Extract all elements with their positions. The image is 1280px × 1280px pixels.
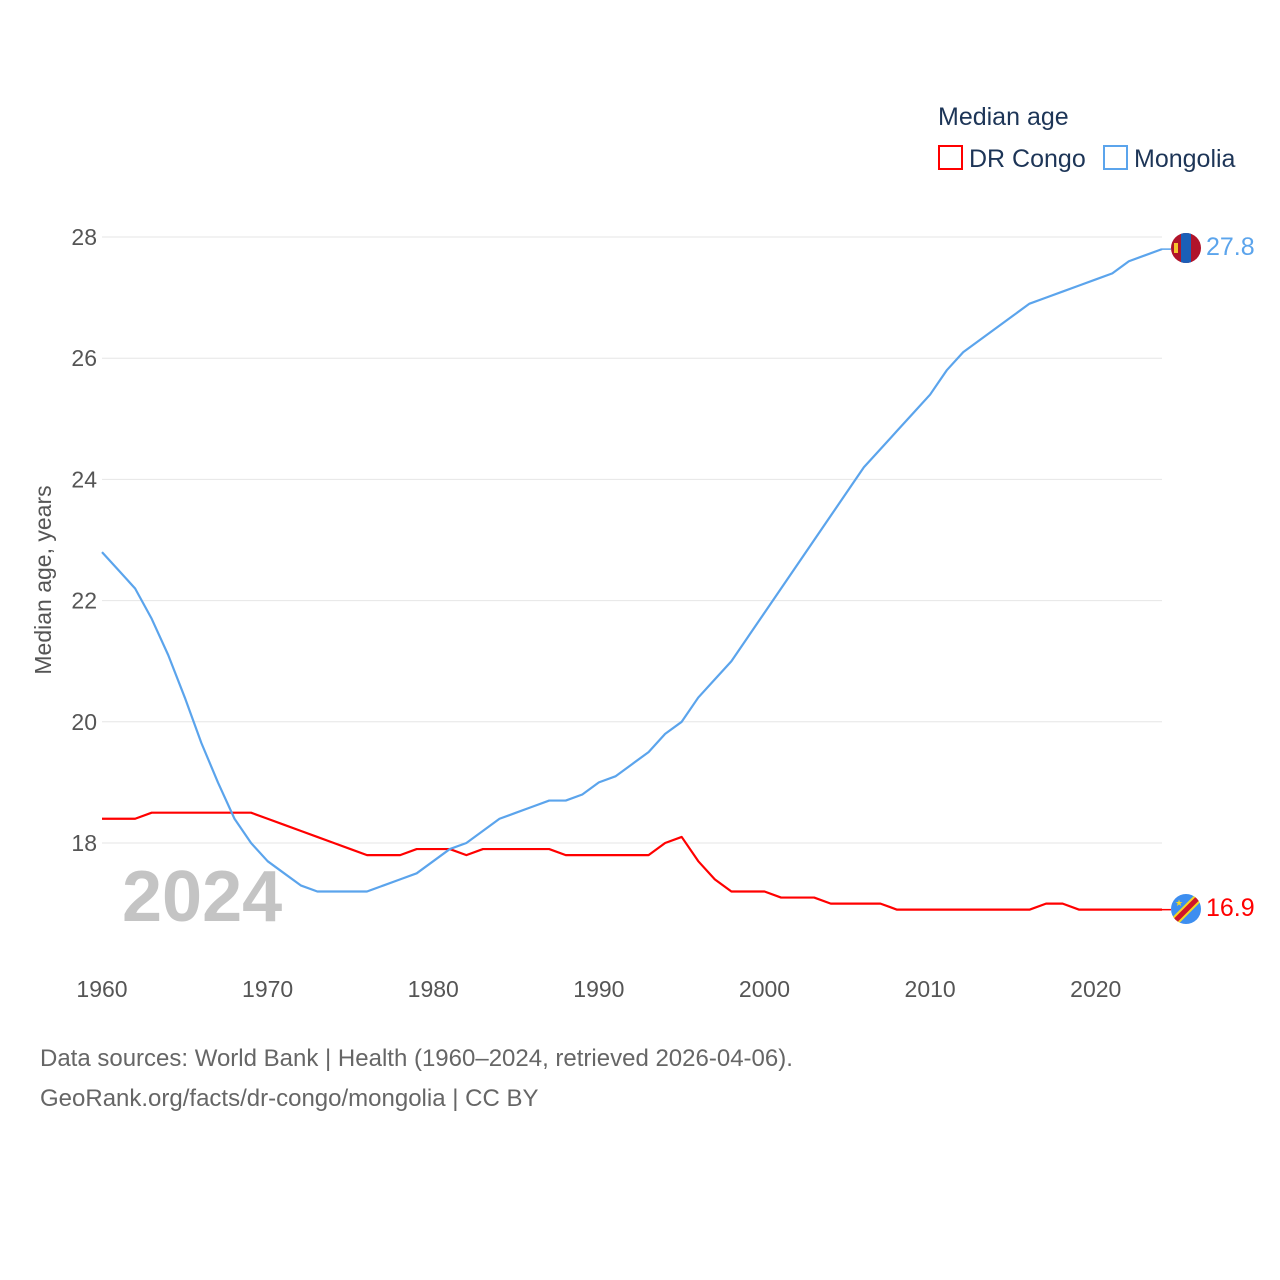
year-watermark: 2024 <box>122 857 282 937</box>
y-tick-label: 26 <box>71 345 97 371</box>
x-tick-label: 2000 <box>739 976 790 1002</box>
x-tick-label: 2010 <box>905 976 956 1002</box>
end-label-dr-congo: 16.9 <box>1206 894 1255 922</box>
series-line-mongolia[interactable] <box>101 248 1163 893</box>
legend-item-dr-congo[interactable]: DR Congo <box>938 145 1086 173</box>
footer-attribution[interactable]: GeoRank.org/facts/dr-congo/mongolia | CC… <box>40 1085 539 1112</box>
end-label-mongolia: 27.8 <box>1206 233 1255 261</box>
dr-congo-flag-icon: ★ <box>1171 894 1201 924</box>
series-line-dr-congo[interactable] <box>102 811 1162 911</box>
y-tick-label: 24 <box>71 466 97 492</box>
svg-text:★: ★ <box>1175 898 1183 908</box>
legend-label: Mongolia <box>1134 145 1236 173</box>
y-axis-label: Median age, years <box>30 485 56 674</box>
x-tick-label: 1990 <box>573 976 624 1002</box>
x-tick-label: 1980 <box>408 976 459 1002</box>
y-tick-label: 18 <box>71 830 97 856</box>
y-tick-label: 28 <box>71 224 97 250</box>
mongolia-flag-icon <box>1171 233 1201 263</box>
x-tick-label: 1970 <box>242 976 293 1002</box>
x-tick-label: 1960 <box>76 976 127 1002</box>
legend-label: DR Congo <box>969 145 1086 173</box>
y-tick-label: 20 <box>71 709 97 735</box>
legend-item-mongolia[interactable]: Mongolia <box>1103 145 1236 173</box>
y-tick-label: 22 <box>71 588 97 614</box>
legend-title: Median age <box>938 103 1069 131</box>
x-tick-label: 2020 <box>1070 976 1121 1002</box>
footer-sources: Data sources: World Bank | Health (1960–… <box>40 1045 793 1072</box>
